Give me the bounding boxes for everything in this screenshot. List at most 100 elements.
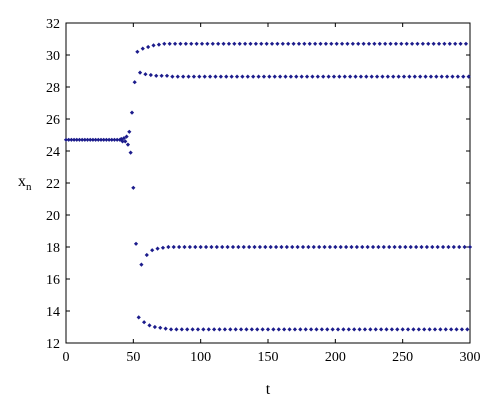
data-point <box>356 41 361 46</box>
data-point <box>303 327 308 332</box>
data-point <box>148 72 153 78</box>
data-point <box>106 137 112 142</box>
data-point <box>279 244 284 250</box>
y-tick-label: 30 <box>46 49 60 64</box>
y-tick-label: 22 <box>46 177 60 192</box>
data-point <box>432 327 438 332</box>
data-point <box>427 327 432 332</box>
data-point <box>350 41 355 46</box>
data-point <box>155 246 160 251</box>
data-point <box>93 137 98 142</box>
data-point <box>376 244 381 250</box>
data-point <box>401 74 407 79</box>
data-point <box>66 137 71 142</box>
data-point <box>143 72 148 77</box>
data-point <box>321 74 326 79</box>
data-point <box>276 327 281 332</box>
data-point <box>430 244 435 250</box>
data-point <box>234 74 240 79</box>
y-tick-label: 16 <box>46 273 60 288</box>
data-point <box>133 241 139 246</box>
data-point <box>352 327 357 332</box>
data-point <box>80 137 85 142</box>
data-point <box>77 137 82 142</box>
data-point <box>275 41 280 46</box>
data-point <box>163 326 168 331</box>
data-point <box>333 244 338 250</box>
data-point <box>98 137 104 142</box>
data-point <box>446 244 451 250</box>
data-point <box>326 74 331 79</box>
y-tick-label: 18 <box>46 241 60 256</box>
data-point <box>174 327 179 332</box>
data-point <box>212 327 217 332</box>
data-point <box>292 327 298 332</box>
data-point <box>455 74 460 79</box>
data-point <box>261 74 267 79</box>
data-point <box>384 327 389 332</box>
data-point <box>257 244 263 250</box>
data-point <box>428 74 434 79</box>
ticks: 0 50 100 150 200 250 300 12 14 16 18 20 22 24 26 28 30 32 <box>46 17 481 365</box>
data-point <box>458 41 463 46</box>
data-point <box>360 244 365 250</box>
data-point <box>186 74 191 79</box>
data-point <box>170 74 175 79</box>
data-point <box>389 327 394 332</box>
data-point <box>298 327 303 332</box>
data-point <box>152 324 157 330</box>
data-point <box>442 41 447 46</box>
data-point <box>255 327 260 332</box>
data-point <box>296 41 302 46</box>
data-point <box>202 74 207 79</box>
y-tick-label: 20 <box>46 209 60 224</box>
data-point <box>150 248 155 253</box>
data-point <box>408 244 413 250</box>
data-point <box>451 244 456 250</box>
data-point <box>439 74 444 79</box>
data-point <box>358 74 364 79</box>
data-point <box>370 244 376 250</box>
x-tick-label: 100 <box>190 350 211 365</box>
data-point <box>366 41 372 46</box>
data-point <box>159 73 164 78</box>
data-point <box>221 41 226 46</box>
data-point <box>387 244 392 250</box>
data-point <box>362 327 368 332</box>
data-point <box>224 74 229 79</box>
data-point <box>414 244 419 250</box>
data-point <box>423 74 428 79</box>
data-point <box>136 315 141 320</box>
data-point <box>419 244 424 250</box>
data-point <box>182 244 187 250</box>
data-point <box>418 74 423 79</box>
data-point <box>140 46 145 51</box>
data-point <box>348 74 353 79</box>
data-point <box>440 244 446 250</box>
data-point <box>245 74 250 79</box>
data-point <box>302 41 307 46</box>
data-point <box>127 129 132 134</box>
data-point <box>177 244 182 250</box>
data-point <box>207 74 213 79</box>
data-point <box>243 41 248 46</box>
data-point <box>388 41 393 46</box>
data-point <box>405 327 411 332</box>
data-point <box>209 244 214 250</box>
data-point <box>459 327 465 332</box>
data-point <box>74 137 79 142</box>
data-point <box>291 41 296 46</box>
data-point <box>286 41 291 46</box>
data-point <box>265 327 271 332</box>
data-point <box>104 137 109 142</box>
data-point <box>71 137 77 142</box>
data-point <box>172 41 178 46</box>
data-point <box>461 74 466 79</box>
data-point <box>424 244 430 250</box>
data-point <box>253 41 258 46</box>
data-point <box>287 327 292 332</box>
axes <box>65 22 471 344</box>
data-point <box>331 74 337 79</box>
x-tick-label: 250 <box>392 350 413 365</box>
